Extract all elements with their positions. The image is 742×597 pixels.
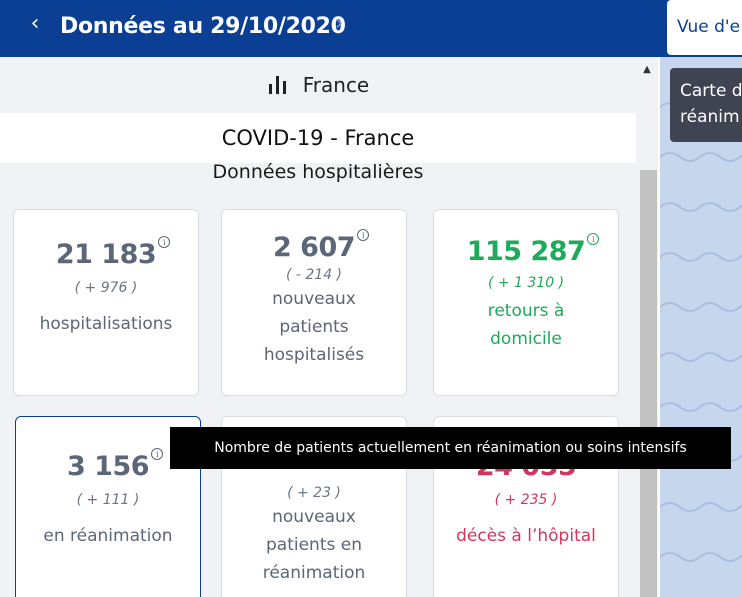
card-label: hospitalisés [263,345,365,365]
card-delta: ( - 214 ) [285,267,343,283]
map-tooltip-line: réanim [680,107,740,127]
region-selector[interactable]: France [0,57,636,113]
section-title: Données hospitalières [212,161,424,183]
bar-chart-icon [267,75,287,95]
card-value: 2 607 i [273,229,370,263]
date-title: Données au 29/10/2020 [60,14,346,39]
card-hospitalisations[interactable]: 21 183 i ( + 976 ) hospitalisations [13,209,199,396]
card-label: décès à l’hôpital [456,526,596,546]
card-delta: ( + 23 ) [287,485,341,501]
chevron-right-icon[interactable]: › [334,11,344,36]
card-new-hospitalised[interactable]: 2 607 i ( - 214 ) nouveaux patients hospi… [221,209,407,396]
card-delta: ( + 976 ) [74,280,138,296]
data-panel: France COVID-19 - France Données hospita… [0,57,636,597]
info-icon[interactable]: i [357,229,370,241]
view-button[interactable]: Vue d'e [667,0,742,55]
info-icon[interactable]: i [158,236,171,248]
card-label: réanimation [262,563,366,583]
map-tooltip-line: Carte d [680,81,742,101]
info-icon[interactable]: i [151,448,164,460]
chevron-left-icon[interactable]: ‹ [30,11,40,36]
card-value: 115 287 i [467,233,600,267]
card-delta: ( + 111 ) [76,492,140,508]
card-reanimation[interactable]: 3 156 i ( + 111 ) en réanimation [15,416,201,597]
top-bar: ‹ Données au 29/10/2020 › [0,0,742,57]
card-label: en réanimation [43,526,173,546]
card-label: hospitalisations [39,314,173,334]
info-tooltip: Nombre de patients actuellement en réani… [170,427,731,469]
map-tooltip: Carte d réanim [670,68,742,142]
card-label: patients en [266,535,362,555]
map-panel[interactable] [660,57,742,597]
card-label: domicile [490,329,562,349]
scroll-up-arrow-icon[interactable]: ▲ [643,64,651,75]
card-label: nouveaux [272,289,356,309]
card-returned-home[interactable]: 115 287 i ( + 1 310 ) retours à domicile [433,209,619,396]
card-value: 3 156 i [67,448,164,482]
card-delta: ( + 1 310 ) [487,275,565,291]
region-name: France [302,73,370,97]
card-label: nouveaux [272,507,356,527]
card-value: 21 183 i [56,236,171,270]
scrollbar-thumb[interactable] [640,170,657,597]
card-delta: ( + 235 ) [494,492,558,508]
info-icon[interactable]: i [587,233,600,245]
card-label: retours à [487,301,565,321]
card-label: patients [279,317,349,337]
page-title: COVID-19 - France [0,113,636,163]
